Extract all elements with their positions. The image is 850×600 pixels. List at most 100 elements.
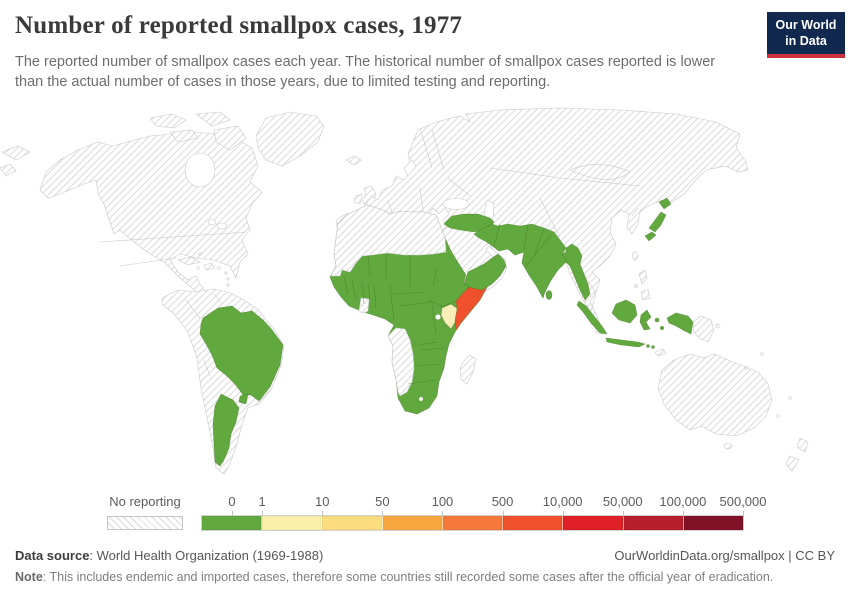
legend-bin-swatch[interactable] xyxy=(322,516,383,530)
lesser-sunda-speck2[interactable] xyxy=(651,345,655,349)
country-cuba[interactable] xyxy=(177,256,201,266)
legend-color-bar[interactable] xyxy=(201,515,744,531)
philippines-speck[interactable] xyxy=(634,284,638,288)
country-tasmania[interactable] xyxy=(723,442,733,450)
legend-bin-swatch[interactable] xyxy=(563,516,624,530)
country-new-zealand-south[interactable] xyxy=(785,455,800,472)
arctic-islands[interactable] xyxy=(149,113,187,129)
legend-bin-swatch[interactable] xyxy=(683,516,743,530)
us-canada-border xyxy=(99,231,247,243)
country-australia[interactable] xyxy=(657,353,773,437)
moluccas-speck1[interactable] xyxy=(654,317,660,323)
country-timor[interactable] xyxy=(654,348,667,357)
moluccas-speck2[interactable] xyxy=(659,325,665,331)
black-sea xyxy=(442,198,470,210)
country-ireland[interactable] xyxy=(353,193,363,205)
legend-bin-swatch[interactable] xyxy=(202,516,263,530)
country-ghana[interactable] xyxy=(358,297,370,314)
data-source-text: : World Health Organization (1969-1988) xyxy=(89,548,324,563)
country-japan-kyushu[interactable] xyxy=(644,231,657,242)
region-bangladesh-myanmar[interactable] xyxy=(561,243,591,301)
legend-tick xyxy=(622,511,624,516)
legend-tick-label: 100,000 xyxy=(659,494,707,509)
no-reporting-label: No reporting xyxy=(109,494,181,509)
antilles-speck1[interactable] xyxy=(224,271,228,275)
bahamas-speck[interactable] xyxy=(198,252,202,256)
legend-tick-label: 100 xyxy=(431,494,454,509)
new-britain-speck[interactable] xyxy=(715,323,721,329)
owid-link[interactable]: OurWorldinData.org/smallpox | CC BY xyxy=(614,548,835,563)
legend-tick xyxy=(262,511,264,516)
region-iraq-iran-afghanistan-pakistan-india[interactable] xyxy=(473,223,577,299)
antilles-speck3[interactable] xyxy=(226,283,230,287)
country-indonesia-borneo[interactable] xyxy=(611,299,638,324)
legend-bin-swatch[interactable] xyxy=(503,516,564,530)
country-turkey[interactable] xyxy=(443,213,495,233)
legend-bin-swatch[interactable] xyxy=(382,516,443,530)
note-label: Note xyxy=(15,570,43,584)
country-baffin-island[interactable] xyxy=(213,125,247,151)
country-taiwan[interactable] xyxy=(632,251,638,261)
page-subtitle: The reported number of smallpox cases ea… xyxy=(15,54,716,90)
country-argentina[interactable] xyxy=(212,393,240,467)
legend-tick-label: 50,000 xyxy=(602,494,643,509)
country-indonesia-java[interactable] xyxy=(605,337,646,348)
country-chukotka-fragment2[interactable] xyxy=(0,163,17,177)
africa-internal-borders xyxy=(343,254,457,385)
no-reporting-swatch[interactable] xyxy=(107,516,183,530)
country-greenland[interactable] xyxy=(255,111,325,167)
legend-tick xyxy=(442,511,444,516)
country-indonesia-sulawesi[interactable] xyxy=(639,309,652,331)
country-west-papua[interactable] xyxy=(666,312,694,335)
owid-logo-line1: Our World xyxy=(775,18,837,32)
page-title: Number of reported smallpox cases, 1977 xyxy=(15,12,463,39)
pacific-island4[interactable] xyxy=(776,414,780,418)
region-north-africa[interactable] xyxy=(330,204,447,277)
country-lesotho[interactable] xyxy=(418,396,424,402)
sa-internal-borders xyxy=(185,293,243,393)
legend-bin-swatch[interactable] xyxy=(442,516,504,530)
legend-bin-swatch[interactable] xyxy=(262,516,323,530)
country-hispaniola[interactable] xyxy=(203,262,215,271)
antilles-speck2[interactable] xyxy=(226,277,230,281)
country-jamaica[interactable] xyxy=(196,266,200,270)
chart-footer: Data source: World Health Organization (… xyxy=(15,548,835,584)
arctic-islands2[interactable] xyxy=(195,111,231,127)
country-iceland[interactable] xyxy=(345,155,362,166)
country-papua-new-guinea[interactable] xyxy=(692,315,715,343)
country-sri-lanka[interactable] xyxy=(545,290,553,300)
arctic-islands3[interactable] xyxy=(169,129,199,143)
lesser-sunda-speck1[interactable] xyxy=(646,344,650,348)
legend-tick-label: 500 xyxy=(491,494,514,509)
eurasia-internal-borders xyxy=(387,127,641,315)
region-gabon-angola-namibia[interactable] xyxy=(387,327,415,397)
country-philippines-mindanao[interactable] xyxy=(640,289,651,301)
hudson-bay xyxy=(184,152,216,188)
owid-logo[interactable]: Our World in Data xyxy=(767,12,845,59)
country-japan-hokkaido[interactable] xyxy=(658,197,672,210)
region-yemen-oman[interactable] xyxy=(463,253,507,291)
note-text: : This includes endemic and imported cas… xyxy=(42,570,774,584)
region-eurasia[interactable] xyxy=(335,107,749,335)
us-mexico-border xyxy=(119,257,177,267)
country-brazil[interactable] xyxy=(199,305,284,402)
country-north-america[interactable] xyxy=(39,131,263,299)
country-indonesia-sumatra[interactable] xyxy=(576,300,608,335)
country-new-zealand-north[interactable] xyxy=(796,437,809,453)
legend-bin-swatch[interactable] xyxy=(623,516,684,530)
pacific-island3[interactable] xyxy=(788,396,792,400)
legend-tick xyxy=(682,511,684,516)
country-uruguay[interactable] xyxy=(238,393,249,405)
country-philippines-luzon[interactable] xyxy=(638,269,648,285)
country-madagascar[interactable] xyxy=(459,354,477,385)
world-map-svg xyxy=(0,107,809,475)
owid-logo-line2: in Data xyxy=(785,33,827,48)
legend-tick xyxy=(382,511,384,516)
country-kenya[interactable] xyxy=(440,303,459,330)
pacific-island2[interactable] xyxy=(760,352,764,356)
pacific-island1[interactable] xyxy=(744,366,748,370)
country-japan-honshu[interactable] xyxy=(648,211,667,233)
country-chukotka-fragment[interactable] xyxy=(1,145,31,161)
country-puerto-rico[interactable] xyxy=(217,266,221,270)
